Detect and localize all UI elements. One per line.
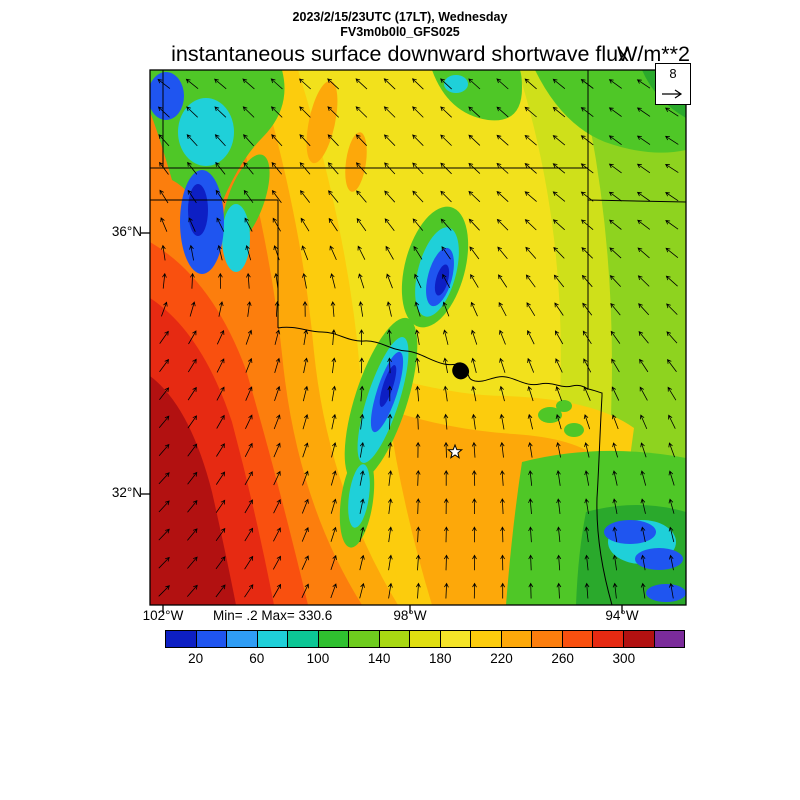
lake-marker [452, 362, 470, 380]
reference-vector-box: 8 [655, 63, 691, 105]
state-border-line [587, 199, 686, 203]
field-region-cloud-streak-cyan-3 [348, 464, 370, 528]
colorbar-segment [196, 631, 228, 647]
wind-vector-field [157, 78, 679, 599]
plot-title: instantaneous surface downward shortwave… [171, 42, 629, 66]
colorbar [165, 630, 685, 648]
colorbar-tick-label: 100 [306, 651, 330, 666]
colorbar-segment [623, 631, 655, 647]
lon-tick-label: 94°W [605, 608, 639, 623]
colorbar-segment [349, 631, 380, 647]
colorbar-segment [257, 631, 289, 647]
lon-tick-label: 102°W [142, 608, 184, 623]
colorbar-tick-label: 220 [490, 651, 513, 666]
field-region-northwest-corner-blue [150, 72, 184, 120]
colorbar-segment [227, 631, 258, 647]
colorbar-segment [318, 631, 350, 647]
field-region-southeast-blue-blob-1 [604, 520, 656, 544]
field-region-northwest-cyan-patch-2 [222, 204, 250, 272]
field-region-southeast-blue-blob-2 [635, 548, 683, 570]
model-heading: FV3m0b0l0_GFS025 [340, 25, 460, 39]
field-region-southwest-dark-red [150, 376, 236, 605]
field-region-northwest-dark-blue-core [188, 184, 208, 236]
location-star-marker [446, 443, 464, 459]
flux-map [141, 69, 687, 613]
field-region-green-speck-1 [538, 407, 562, 423]
colorbar-tick-label: 20 [188, 651, 204, 666]
field-region-cloud-streak-dark-blue-1 [434, 264, 450, 296]
colorbar-tick-label: 300 [612, 651, 636, 666]
colorbar-segment [471, 631, 502, 647]
field-region-top-orange-streak-2 [345, 132, 367, 192]
field-region-cloud-streak-dark-blue-2 [379, 365, 397, 407]
field-region-northeast-green-patch [535, 70, 686, 153]
field-region-northwest-cyan-patch-1 [178, 98, 234, 166]
field-region-green-speck-2 [564, 423, 584, 437]
lon-tick-label: 98°W [393, 608, 427, 623]
field-region-top-orange-streak-1 [306, 80, 338, 164]
colorbar-tick-label: 140 [367, 651, 391, 666]
colorbar-segment [379, 631, 411, 647]
colorbar-tick-label: 60 [249, 651, 265, 666]
reference-vector-value: 8 [669, 66, 677, 81]
colorbar-segment [440, 631, 472, 647]
field-region-green-speck-3 [556, 400, 572, 412]
colorbar-segment [562, 631, 594, 647]
colorbar-segment [410, 631, 441, 647]
field-region-southeast-blue-blob-3 [646, 584, 686, 602]
valid-time-heading: 2023/2/15/23UTC (17LT), Wednesday [292, 10, 508, 24]
plot-frame [149, 69, 687, 606]
lat-tick-label: 32°N [111, 485, 142, 500]
reference-vector-arrow-icon [662, 89, 683, 99]
lat-tick-label: 36°N [111, 224, 142, 239]
colorbar-tick-label: 180 [429, 651, 452, 666]
colorbar-segment [532, 631, 563, 647]
colorbar-segment [166, 631, 197, 647]
colorbar-segment [501, 631, 533, 647]
field-region-top-center-cyan-spot [444, 75, 468, 93]
units-label: W/m**2 [617, 42, 690, 66]
colorbar-tick-label: 260 [551, 651, 574, 666]
flux-field [150, 70, 686, 605]
colorbar-segment [288, 631, 319, 647]
min-max-stats: Min= .2 Max= 330.6 [213, 608, 333, 623]
state-border-line [587, 388, 613, 605]
colorbar-segment [654, 631, 685, 647]
colorbar-segment [593, 631, 624, 647]
